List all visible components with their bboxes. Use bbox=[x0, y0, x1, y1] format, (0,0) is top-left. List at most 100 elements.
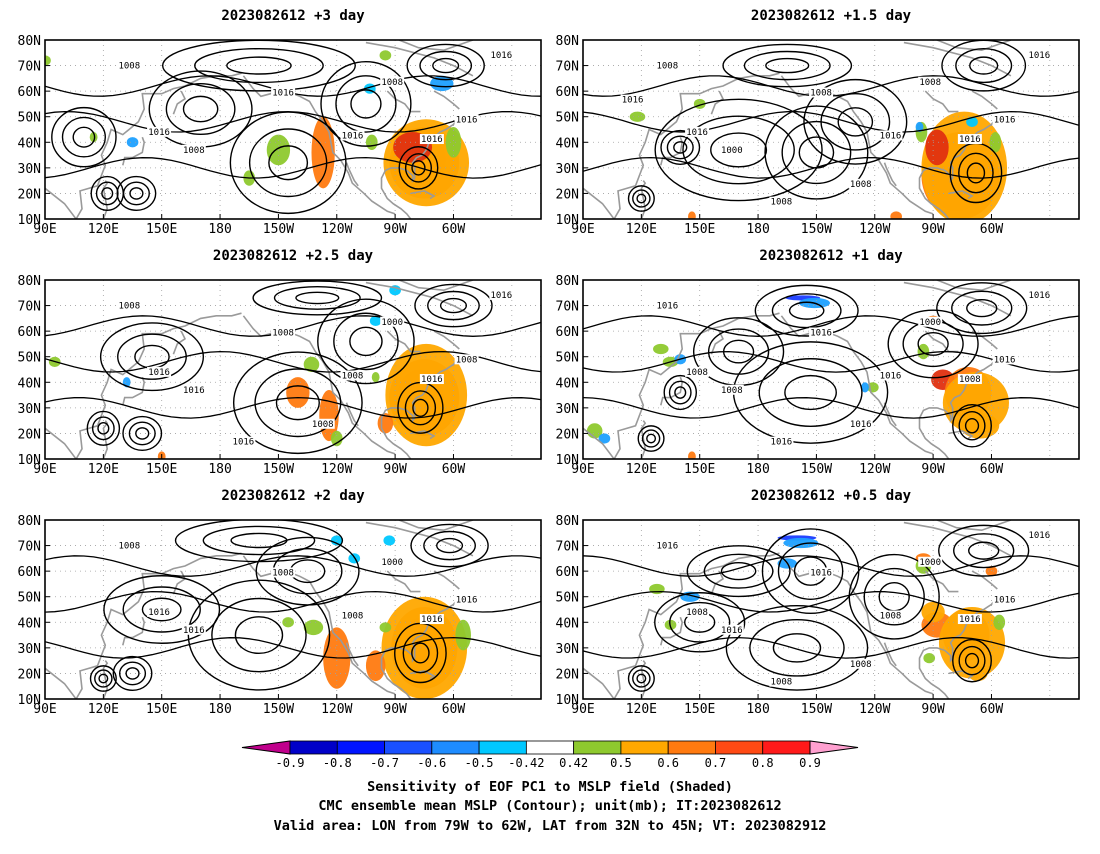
contour-label: 1008 bbox=[656, 62, 678, 72]
isobar bbox=[966, 162, 986, 184]
coastline bbox=[433, 330, 460, 350]
contour-label: 1000 bbox=[919, 558, 941, 568]
y-tick-label: 60N bbox=[18, 325, 41, 340]
x-tick-label: 150E bbox=[146, 702, 177, 717]
colorbar-tick-label: -0.7 bbox=[370, 756, 399, 770]
contour-label: 1000 bbox=[381, 558, 403, 568]
contour-label-bg bbox=[918, 556, 943, 567]
contour-label-bg bbox=[992, 594, 1017, 605]
isobar bbox=[436, 537, 464, 554]
contour-label-bg bbox=[454, 354, 479, 365]
contour-label: 1016 bbox=[880, 131, 902, 141]
contour-label: 1016 bbox=[490, 291, 512, 301]
coastline bbox=[365, 41, 474, 77]
x-tick-label: 120E bbox=[626, 702, 657, 717]
contour-label-bg bbox=[340, 610, 365, 621]
y-tick-label: 40N bbox=[556, 616, 579, 631]
x-tick-label: 150E bbox=[684, 462, 715, 477]
isobar bbox=[317, 298, 415, 385]
y-tick-label: 30N bbox=[556, 402, 579, 417]
isobar bbox=[125, 667, 140, 680]
y-tick-label: 10N bbox=[556, 453, 579, 468]
contour-label-bg bbox=[685, 366, 710, 377]
contour-label-bg bbox=[489, 49, 514, 60]
map-frame bbox=[582, 519, 1080, 700]
contour-label-bg bbox=[1027, 49, 1052, 60]
x-tick-label: 150W bbox=[801, 222, 832, 237]
sensitivity-patch bbox=[371, 372, 380, 383]
coastline bbox=[640, 420, 647, 459]
isobar bbox=[230, 532, 288, 549]
colorbar-tick-label: 0.7 bbox=[705, 756, 727, 770]
y-tick-label: 10N bbox=[556, 213, 579, 228]
contour-label: 1008 bbox=[771, 678, 793, 688]
isobar bbox=[101, 187, 114, 200]
x-tick-label: 90W bbox=[921, 222, 945, 237]
x-tick-label: 180 bbox=[208, 462, 231, 477]
contour-label-bg bbox=[1027, 529, 1052, 540]
isobar bbox=[99, 322, 205, 392]
isobar bbox=[798, 136, 835, 169]
colorbar-tick-label: -0.9 bbox=[276, 756, 305, 770]
colorbar-tick-label: -0.6 bbox=[417, 756, 446, 770]
isobar bbox=[187, 579, 331, 691]
isobar bbox=[952, 403, 992, 448]
sensitivity-patch bbox=[455, 619, 471, 651]
sensitivity-patch bbox=[890, 211, 902, 219]
contour-label: 1000 bbox=[381, 318, 403, 328]
isobar bbox=[969, 56, 999, 75]
coastline bbox=[583, 552, 780, 699]
y-tick-label: 20N bbox=[556, 427, 579, 442]
coastline bbox=[948, 430, 974, 440]
contour-label: 1016 bbox=[656, 302, 678, 312]
contour-label-bg bbox=[848, 658, 873, 669]
y-tick-label: 10N bbox=[556, 693, 579, 708]
sensitivity-patch bbox=[966, 116, 978, 127]
y-tick-label: 50N bbox=[556, 351, 579, 366]
isobar bbox=[419, 50, 473, 81]
y-tick-label: 80N bbox=[18, 274, 41, 289]
colorbar-extend-high bbox=[809, 740, 859, 755]
contour-label-bg bbox=[918, 76, 943, 87]
map-frame bbox=[44, 39, 542, 220]
y-tick-label: 40N bbox=[556, 376, 579, 391]
isobar bbox=[641, 429, 661, 448]
isobar bbox=[627, 185, 655, 212]
isobar bbox=[234, 616, 284, 655]
contour-label-bg bbox=[848, 178, 873, 189]
x-tick-label: 90E bbox=[571, 702, 594, 717]
y-tick-label: 20N bbox=[18, 427, 41, 442]
isobar bbox=[182, 95, 219, 123]
isobar bbox=[122, 181, 150, 206]
isobar bbox=[103, 575, 221, 644]
isobar bbox=[902, 320, 964, 368]
isobar bbox=[710, 132, 768, 168]
x-tick-label: 120E bbox=[88, 462, 119, 477]
contour-label-bg bbox=[380, 76, 405, 87]
isobar bbox=[194, 47, 324, 84]
contour-label-bg bbox=[231, 436, 256, 447]
sensitivity-patch bbox=[282, 617, 294, 628]
isobar bbox=[174, 520, 344, 563]
coastline bbox=[122, 376, 146, 406]
contour-label: 1008 bbox=[456, 355, 478, 365]
isobar bbox=[122, 586, 201, 633]
x-tick-label: 120E bbox=[626, 462, 657, 477]
x-tick-label: 90W bbox=[383, 222, 407, 237]
contour-label: 1008 bbox=[183, 146, 205, 156]
colorbar: -0.9 -0.8 -0.7 -0.6 -0.5 -0.42 0.42 0.5 0.6 0.7 0.… bbox=[241, 740, 859, 770]
contour-label-bg bbox=[878, 610, 903, 621]
isobar bbox=[663, 374, 698, 411]
x-tick-label: 120E bbox=[88, 222, 119, 237]
isobar bbox=[252, 280, 383, 316]
colorbar-tick-label: 0.5 bbox=[610, 756, 632, 770]
isobar bbox=[162, 40, 356, 92]
contour-label: 1008 bbox=[342, 371, 364, 381]
colorbar-segment bbox=[715, 740, 764, 755]
isobar bbox=[765, 57, 810, 74]
isobar bbox=[335, 75, 397, 133]
isobar bbox=[955, 47, 1013, 84]
contour-label-bg bbox=[419, 614, 444, 625]
colorbar-tick-label: 0.6 bbox=[657, 756, 679, 770]
colorbar-segment bbox=[431, 740, 480, 755]
